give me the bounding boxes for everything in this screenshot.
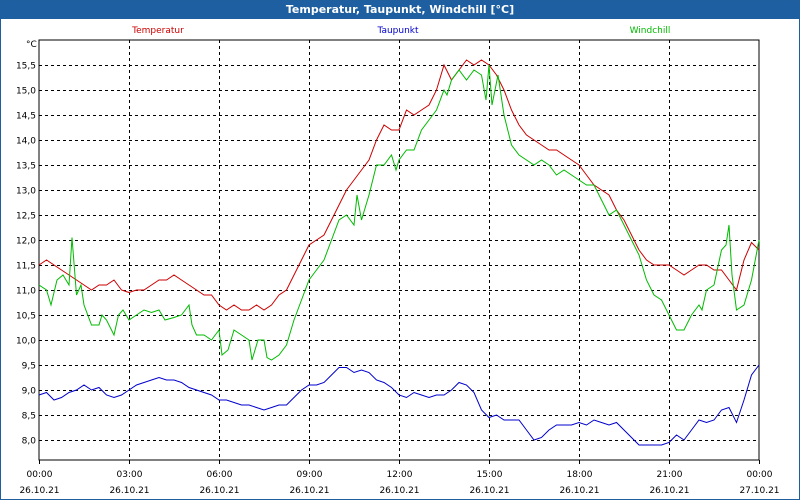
x-tick-time: 00:00 (27, 470, 53, 480)
y-tick-label: 13,0 (16, 187, 36, 197)
x-tick-date: 26.10.21 (469, 486, 509, 496)
x-tick-time: 12:00 (387, 470, 413, 480)
x-tick-date: 26.10.21 (109, 486, 149, 496)
x-tick-date: 26.10.21 (559, 486, 599, 496)
x-tick-date: 26.10.21 (19, 486, 59, 496)
legend-entry: Windchill (630, 26, 671, 36)
y-tick-label: 11,0 (16, 287, 36, 297)
y-tick-label: 9,0 (22, 387, 37, 397)
y-axis-label: °C (26, 40, 37, 50)
y-tick-label: 14,5 (16, 112, 36, 122)
x-tick-labels: 00:00 26.10.21 03:00 26.10.21 06:00 26.10.21 0… (19, 470, 779, 496)
x-tick-time: 06:00 (207, 470, 233, 480)
y-tick-labels: 8,0 8,5 9,0 9,5 10,0 10,5 11,0 11,5 12,0 12,5 13,0… (16, 62, 36, 447)
x-tick-date: 26.10.21 (379, 486, 419, 496)
y-tick-label: 13,5 (16, 162, 36, 172)
y-tick-label: 15,0 (16, 87, 36, 97)
x-tick-time: 21:00 (657, 470, 683, 480)
x-tick-date: 26.10.21 (289, 486, 329, 496)
x-tick-date: 27.10.21 (739, 486, 779, 496)
y-tick-label: 8,0 (22, 437, 37, 447)
chart-title: Temperatur, Taupunkt, Windchill [°C] (1, 1, 799, 19)
y-tick-label: 11,5 (16, 262, 36, 272)
legend-entry: Temperatur (131, 26, 184, 36)
y-tick-label: 15,5 (16, 62, 36, 72)
grid-lines (39, 40, 759, 460)
y-tick-label: 10,0 (16, 337, 36, 347)
series-line (38, 59, 760, 311)
y-tick-label: 14,0 (16, 137, 36, 147)
x-tick-time: 09:00 (297, 470, 323, 480)
series-line (38, 64, 760, 361)
legend: Temperatur Taupunkt Windchill (131, 26, 670, 36)
series-line (38, 364, 760, 446)
x-tick-date: 26.10.21 (649, 486, 689, 496)
y-tick-label: 8,5 (22, 412, 36, 422)
x-tick-time: 00:00 (747, 470, 773, 480)
y-tick-label: 12,0 (16, 237, 36, 247)
legend-entry: Taupunkt (376, 26, 419, 36)
y-tick-label: 12,5 (16, 212, 36, 222)
x-tick-time: 03:00 (117, 470, 143, 480)
series-lines (38, 59, 760, 446)
y-tick-label: 9,5 (22, 362, 36, 372)
y-tick-label: 10,5 (16, 312, 36, 322)
x-tick-time: 18:00 (567, 470, 593, 480)
x-tick-date: 26.10.21 (199, 486, 239, 496)
x-tick-time: 15:00 (477, 470, 503, 480)
